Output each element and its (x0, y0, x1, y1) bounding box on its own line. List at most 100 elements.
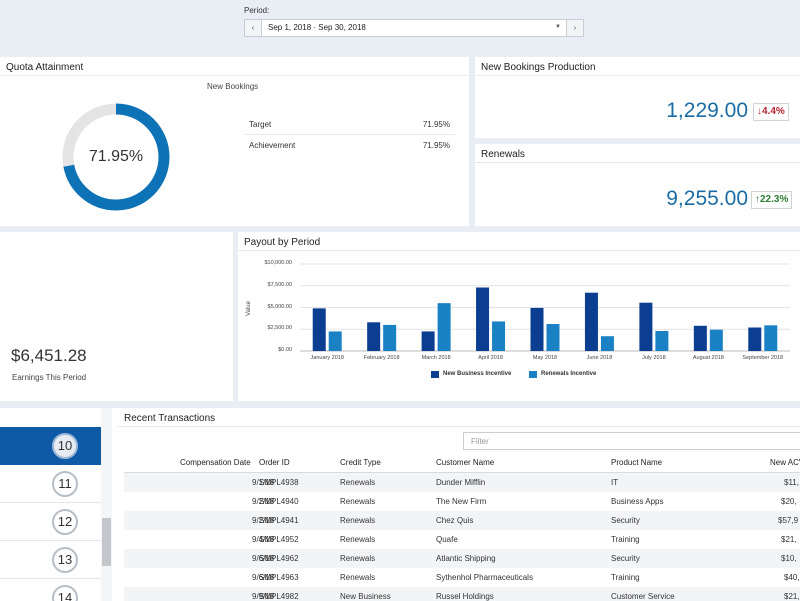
list-item-number: 13 (52, 547, 78, 573)
x-tick-label: June 2018 (586, 355, 613, 361)
x-tick-label: January 2018 (310, 355, 344, 361)
cell-credit-type: Renewals (340, 554, 376, 563)
column-header-compensation-date[interactable]: Compensation Date (180, 458, 251, 467)
cell-credit-type: Renewals (340, 478, 376, 487)
cell-acv: $11, (784, 478, 799, 487)
cell-date: 9/6/18 (252, 573, 275, 582)
chevron-left-icon[interactable]: ‹ (245, 20, 262, 36)
x-tick-label: March 2018 (421, 355, 451, 361)
cell-product: Security (611, 554, 640, 563)
quota-attainment-title: Quota Attainment (6, 62, 84, 73)
quota-achievement-value: 71.95% (422, 141, 450, 150)
divider (475, 162, 800, 163)
table-row[interactable]: 9/6/18 SMPL4962 Renewals Atlantic Shippi… (124, 549, 800, 568)
column-header-customer-name[interactable]: Customer Name (436, 458, 495, 467)
list-scrollbar-track[interactable] (101, 408, 112, 601)
table-row[interactable]: 9/2/18 SMPL4941 Renewals Chez Quis Secur… (124, 511, 800, 530)
cell-customer: Sythenhol Pharmaceuticals (436, 573, 533, 582)
cell-date: 9/2/18 (252, 516, 275, 525)
x-tick-label: April 2018 (478, 355, 503, 361)
cell-order-id: SMPL4963 (259, 573, 299, 582)
new-bookings-value: 1,229.00 (666, 99, 748, 122)
table-row[interactable]: 9/9/18 SMPL4982 New Business Russel Hold… (124, 587, 800, 601)
x-tick-label: September 2018 (742, 355, 784, 361)
list-item[interactable]: 11 (0, 465, 112, 503)
cell-acv: $20, (781, 497, 797, 506)
y-tick-label: $2,500.00 (267, 325, 292, 332)
cell-date: 9/6/18 (252, 554, 275, 563)
cell-date: 9/2/18 (252, 497, 275, 506)
divider (245, 134, 455, 135)
list-item[interactable]: 13 (0, 541, 112, 579)
divider (475, 75, 800, 76)
period-select[interactable]: ‹ Sep 1, 2018 · Sep 30, 2018 ▼ › (244, 19, 584, 37)
cell-order-id: SMPL4940 (259, 497, 299, 506)
quota-donut-chart (62, 103, 170, 211)
cell-credit-type: Renewals (340, 573, 376, 582)
divider (238, 250, 800, 251)
column-header-product-name[interactable]: Product Name (611, 458, 663, 467)
arrow-up-icon: ↑ (755, 194, 760, 205)
renewals-change-badge: ↑22.3% (751, 191, 793, 209)
cell-order-id: SMPL4962 (259, 554, 299, 563)
filter-input[interactable] (463, 432, 800, 450)
cell-customer: Dunder Mifflin (436, 478, 486, 487)
cell-credit-type: Renewals (340, 516, 376, 525)
quota-target-label: Target (249, 120, 272, 129)
x-tick-label: July 2018 (642, 355, 666, 361)
cell-product: Customer Service (611, 592, 675, 601)
x-tick-label: February 2018 (363, 355, 400, 361)
quota-target-value: 71.95% (422, 120, 450, 129)
x-tick-label: August 2018 (692, 355, 724, 361)
donut-fill-arc (62, 103, 170, 211)
cell-product: Security (611, 516, 640, 525)
cell-acv: $10, (781, 554, 797, 563)
new-bookings-panel: New Bookings Production (475, 57, 800, 138)
divider (118, 426, 800, 427)
cell-date: 9/4/18 (252, 535, 275, 544)
table-row[interactable]: 9/6/18 SMPL4963 Renewals Sythenhol Pharm… (124, 568, 800, 587)
table-row[interactable]: 9/2/18 SMPL4940 Renewals The New Firm Bu… (124, 492, 800, 511)
column-header-credit-type[interactable]: Credit Type (340, 458, 381, 467)
y-tick-label: $0.00 (278, 347, 292, 353)
cell-product: Training (611, 535, 640, 544)
cell-customer: Russel Holdings (436, 592, 494, 601)
list-item-number: 12 (52, 509, 78, 535)
cell-product: Training (611, 573, 640, 582)
new-bookings-change-badge: ↓4.4% (753, 103, 789, 121)
table-row[interactable]: 9/4/18 SMPL4952 Renewals Quafe Training … (124, 530, 800, 549)
cell-product: Business Apps (611, 497, 664, 506)
quota-percent-label: 71.95% (88, 148, 144, 165)
arrow-down-icon: ↓ (757, 106, 762, 117)
cell-order-id: SMPL4952 (259, 535, 299, 544)
y-tick-label: $10,000.00 (264, 260, 292, 266)
chevron-right-icon[interactable]: › (566, 20, 583, 36)
cell-acv: $57,9 (778, 516, 799, 525)
list-item[interactable]: 10 (0, 427, 112, 465)
cell-order-id: SMPL4982 (259, 592, 299, 601)
new-bookings-change: 4.4% (762, 106, 785, 117)
cell-customer: Atlantic Shipping (436, 554, 496, 563)
earnings-value: $6,451.28 (11, 346, 87, 365)
renewals-change: 22.3% (760, 194, 789, 205)
new-bookings-title: New Bookings Production (481, 62, 596, 73)
list-item[interactable]: 12 (0, 503, 112, 541)
legend-swatch-renewals (529, 371, 537, 378)
column-header-order-id[interactable]: Order ID (259, 458, 290, 467)
caret-down-icon[interactable]: ▼ (555, 24, 561, 30)
column-header-new-acv[interactable]: New ACV (770, 458, 800, 467)
cell-credit-type: Renewals (340, 497, 376, 506)
table-row[interactable]: 9/1/18 SMPL4938 Renewals Dunder Mifflin … (124, 473, 800, 492)
cell-product: IT (611, 478, 619, 487)
cell-credit-type: New Business (340, 592, 391, 601)
renewals-panel: Renewals (475, 144, 800, 226)
divider (124, 472, 800, 473)
list-item-number: 14 (52, 585, 78, 601)
period-value[interactable]: Sep 1, 2018 · Sep 30, 2018 (268, 23, 366, 32)
renewals-title: Renewals (481, 149, 525, 160)
list-item-number: 11 (52, 471, 78, 497)
cell-acv: $21, (784, 592, 800, 601)
list-scrollbar-thumb[interactable] (102, 518, 111, 566)
cell-date: 9/1/18 (252, 478, 275, 487)
list-item[interactable]: 14 (0, 579, 112, 601)
